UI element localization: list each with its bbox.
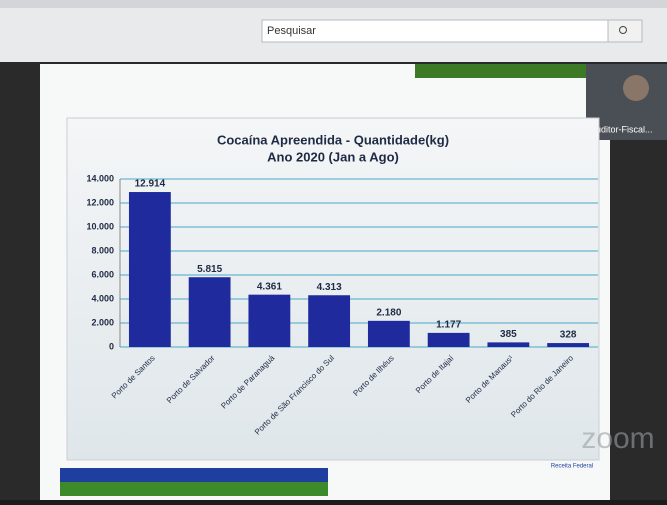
value-label: 2.180	[376, 307, 401, 318]
value-label: 4.361	[257, 281, 282, 292]
slide-decoration	[60, 482, 328, 496]
value-label: 385	[500, 329, 517, 340]
search-icon	[619, 26, 627, 34]
bar	[308, 295, 351, 347]
bar	[367, 320, 410, 347]
chart-subtitle: Ano 2020 (Jan a Ago)	[267, 149, 399, 164]
value-label: 1.177	[436, 320, 461, 331]
zoom-watermark: zoom	[581, 422, 654, 455]
url-bar	[0, 0, 667, 8]
slide-decoration	[60, 468, 328, 482]
participant-name: Auditor-Fiscal...	[590, 124, 653, 134]
slide-decoration	[415, 64, 610, 78]
search-placeholder: Pesquisar	[267, 25, 316, 37]
bar	[427, 332, 470, 347]
y-tick-label: 6.000	[91, 269, 114, 279]
value-label: 12.914	[135, 179, 166, 190]
y-tick-label: 12.000	[86, 197, 114, 207]
bar	[547, 343, 590, 347]
search-box[interactable]	[261, 19, 643, 43]
value-label: 5.815	[197, 264, 222, 275]
bar	[128, 192, 171, 347]
search-button[interactable]	[607, 19, 643, 43]
bar	[248, 294, 291, 347]
bar	[487, 342, 530, 347]
y-tick-label: 0	[109, 341, 114, 351]
y-tick-label: 10.000	[86, 221, 114, 231]
value-label: 4.313	[317, 282, 342, 293]
value-label: 328	[560, 330, 577, 341]
participant-face	[623, 75, 649, 101]
y-tick-label: 2.000	[91, 317, 114, 327]
footer-logo: Receita Federal	[551, 464, 593, 470]
bar	[188, 277, 231, 347]
y-tick-label: 4.000	[91, 293, 114, 303]
y-tick-label: 8.000	[91, 245, 114, 255]
y-tick-label: 14.000	[86, 173, 114, 183]
chart-title: Cocaína Apreendida - Quantidade(kg)	[217, 132, 449, 147]
